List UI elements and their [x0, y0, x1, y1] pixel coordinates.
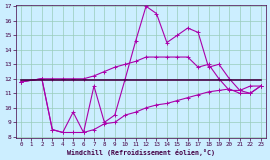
X-axis label: Windchill (Refroidissement éolien,°C): Windchill (Refroidissement éolien,°C): [67, 149, 215, 156]
